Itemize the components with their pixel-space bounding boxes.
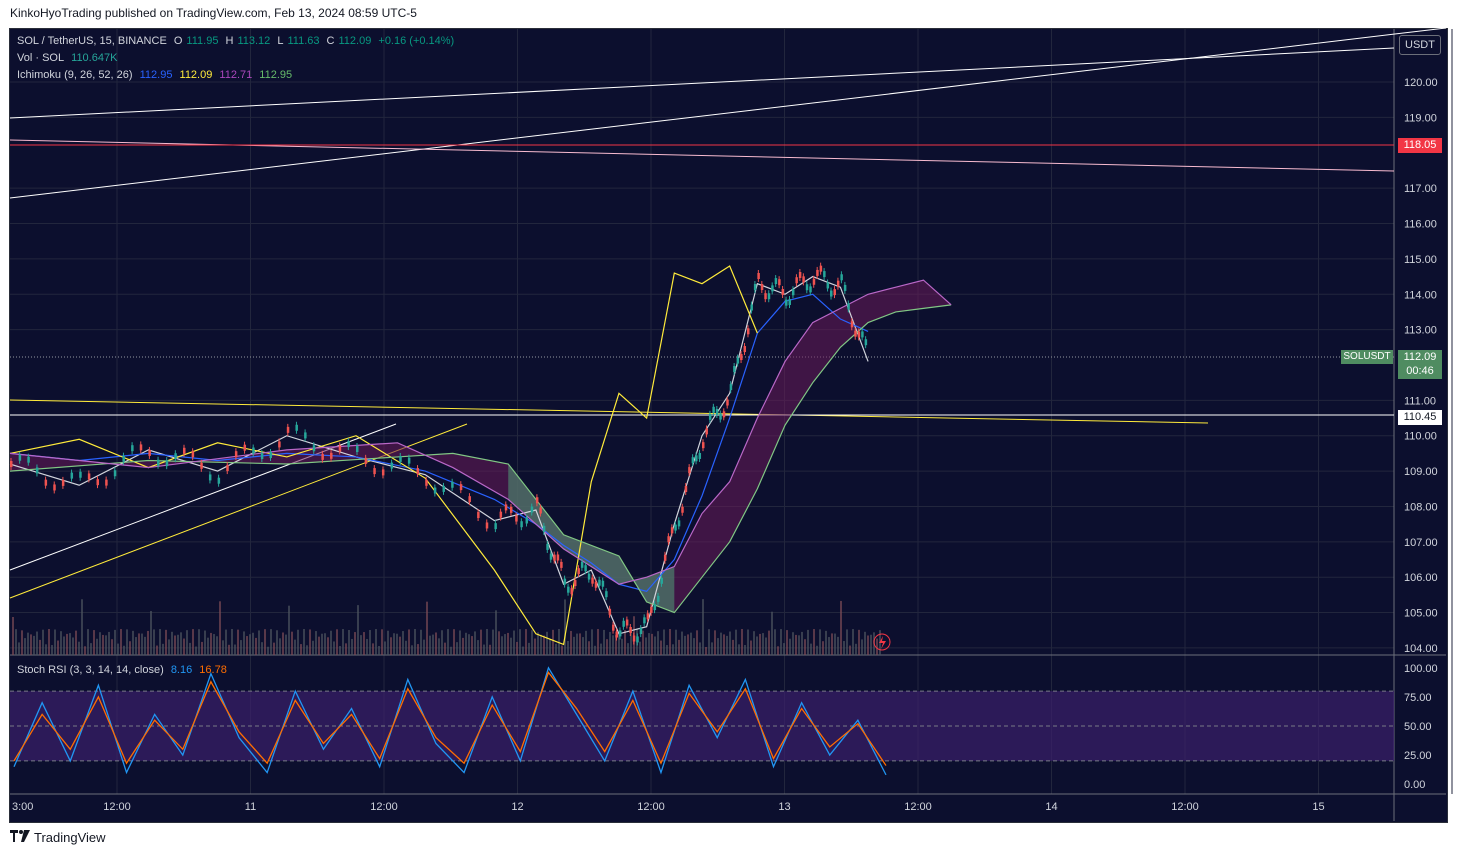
legend-ichimoku-label[interactable]: Ichimoku (9, 26, 52, 26): [17, 69, 133, 81]
publisher-credit: KinkoHyoTrading published on TradingView…: [10, 6, 417, 20]
legend-ichimoku-value-2: 112.09: [179, 69, 213, 81]
legend-ichimoku-value-3: 112.71: [219, 69, 253, 81]
legend-c-label: C: [326, 35, 335, 47]
chart-frame[interactable]: [9, 28, 1448, 823]
legend-h-value: 113.12: [237, 35, 271, 47]
legend-ichimoku-value-4: 112.95: [259, 69, 293, 81]
legend-l-label: L: [277, 35, 284, 47]
legend-stoch: Stoch RSI (3, 3, 14, 14, close) 8.16 16.…: [17, 664, 231, 676]
legend-stoch-d: 16.78: [199, 664, 227, 676]
legend-change: +0.16 (+0.14%): [378, 35, 455, 47]
currency-button[interactable]: USDT: [1399, 35, 1441, 55]
countdown-badge: 00:46: [1398, 364, 1442, 379]
legend-symbol[interactable]: SOL / TetherUS, 15, BINANCE: [17, 35, 167, 47]
legend-vol-label[interactable]: Vol · SOL: [17, 52, 65, 64]
tradingview-logo-icon: [10, 830, 30, 845]
legend-main: SOL / TetherUS, 15, BINANCE O 111.95 H 113…: [17, 35, 458, 47]
legend-l-value: 111.63: [287, 35, 320, 47]
red-level-badge: 118.05: [1398, 138, 1442, 153]
legend-ichimoku: Ichimoku (9, 26, 52, 26) 112.95 112.09 1…: [17, 69, 296, 81]
footer-brand-label: TradingView: [34, 830, 106, 845]
legend-volume: Vol · SOL 110.647K: [17, 52, 121, 64]
legend-stoch-label[interactable]: Stoch RSI (3, 3, 14, 14, close): [17, 664, 164, 676]
white-level-badge: 110.45: [1398, 410, 1442, 425]
legend-o-value: 111.95: [186, 35, 219, 47]
legend-stoch-k: 8.16: [170, 664, 193, 676]
symbol-tag: SOLUSDT: [1341, 350, 1393, 364]
legend-c-value: 112.09: [338, 35, 372, 47]
legend-ichimoku-value-1: 112.95: [139, 69, 173, 81]
footer-brand: TradingView: [10, 830, 106, 845]
legend-o-label: O: [173, 35, 183, 47]
last-price-badge: 112.09: [1398, 350, 1442, 365]
legend-vol-value: 110.647K: [71, 52, 118, 64]
legend-h-label: H: [225, 35, 234, 47]
